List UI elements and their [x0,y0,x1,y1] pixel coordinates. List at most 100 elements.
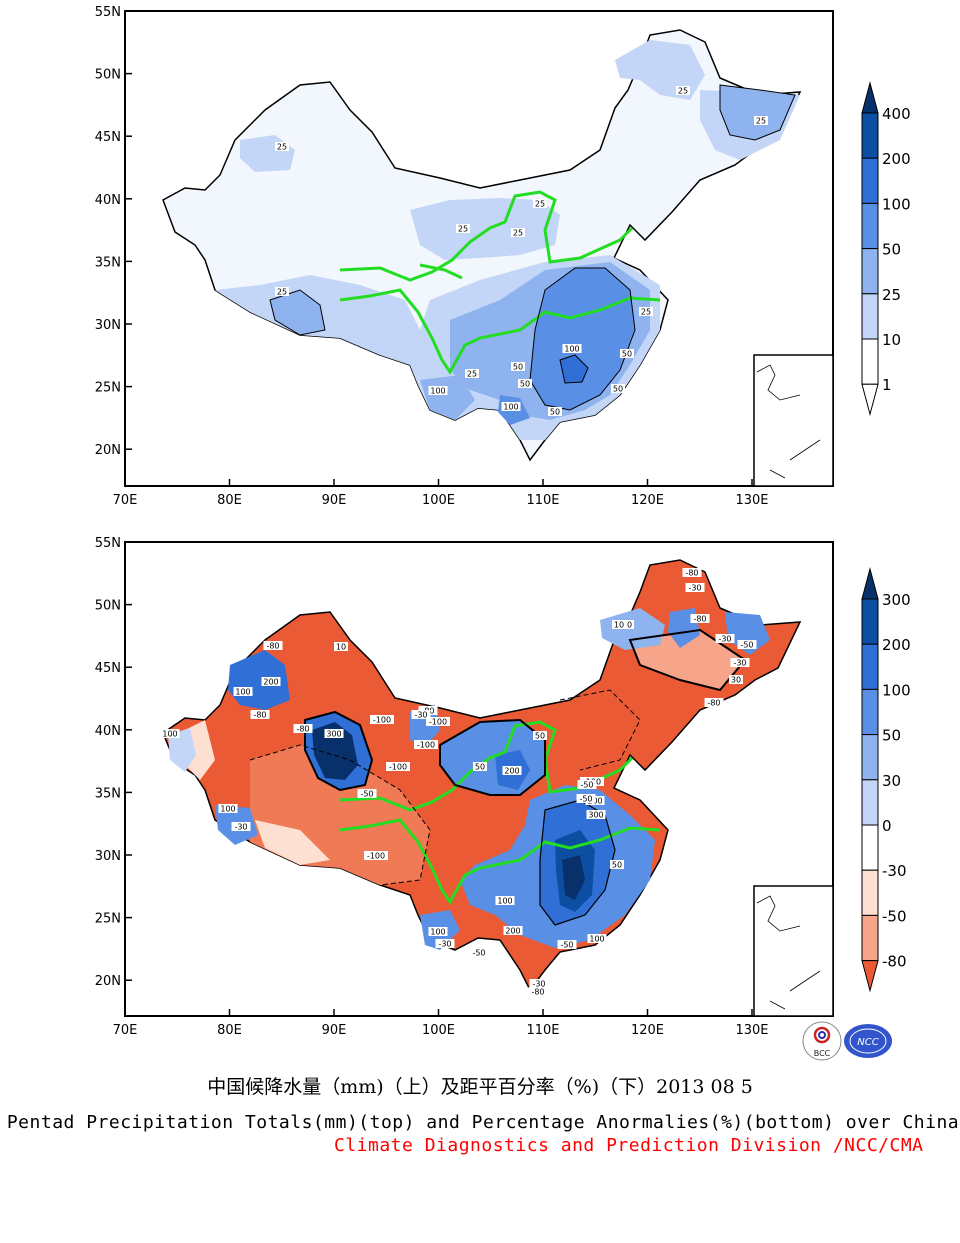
lat-tick-label: 50N [95,68,121,83]
lon-tick-label: 80E [217,493,242,508]
inset-coastline [756,895,821,1010]
contour-label-bg [639,307,653,316]
lon-tick-label: 70E [113,493,138,508]
contour-label-bg [730,658,750,667]
lon-tick-label: 130E [735,493,768,508]
contour-label: 100 [564,345,579,354]
contour-label: 10 [622,621,632,630]
legend-label: 50 [882,727,901,745]
contour-label: 25 [458,225,468,234]
contour-label-bg [233,687,253,696]
contour-label-bg [428,386,448,395]
legend-swatch [861,157,879,204]
lat-tick-label: 45N [95,661,121,676]
contour-label: 10 [614,621,624,630]
contour-label: 25 [535,200,545,209]
lat-tick-label: 20N [95,443,121,458]
contour-label: -50 [580,781,593,790]
contour-line [628,628,747,692]
contour-label: 25 [277,143,287,152]
contour-label-bg [465,369,479,378]
south-china-sea-inset [753,354,833,486]
contour-label: 300 [326,730,341,739]
legend-label: 400 [882,105,911,123]
contour-label: -30 [438,940,451,949]
contour-label-bg [386,762,410,771]
contour-label: -80 [531,988,544,997]
lon-tick-label: 100E [422,1023,455,1038]
legend-label: 1 [882,376,892,394]
legend-label: 50 [882,241,901,259]
lon-tick-label: 110E [526,1023,559,1038]
contour-label: 200 [263,678,278,687]
lat-tick-label: 25N [95,381,121,396]
bcc-logo-text: BCC [814,1049,831,1058]
precip-10-25 [615,40,705,100]
legend-label: 10 [882,331,901,349]
contour-label: 50 [513,363,523,372]
legend-top-arrow [861,567,879,600]
legend-label: -50 [882,907,907,925]
contour-label-bg [557,940,577,949]
anomaly-positive [725,612,770,655]
contour-line [249,744,431,886]
legend-bottom-arrow [861,960,879,993]
contour-label-bg [435,939,455,948]
contour-label-bg [620,620,634,629]
contour-label: 25 [641,308,651,317]
anomaly-positive [312,722,358,780]
contour-label: -100 [417,741,435,750]
legend-label: 30 [882,772,901,790]
lon-tick-label: 100E [422,493,455,508]
contour-label-bg [729,675,743,684]
bcc-logo: BCC [802,1021,842,1061]
contour-label: -80 [693,615,706,624]
contour-label: 50 [550,408,560,417]
contour-label-bg [704,698,724,707]
lon-tick-label: 80E [217,1023,242,1038]
anomaly-positive [168,728,196,772]
contour-label-bg [612,620,626,629]
contour-label-bg [275,142,289,151]
contour-label: 30 [731,676,741,685]
legend-swatch [861,338,879,385]
precip-25-50 [270,290,325,335]
contour-label: 200 [505,927,520,936]
contour-label: 100 [503,403,518,412]
contour-label-bg [511,228,525,237]
contour-label-bg [218,804,238,813]
contour-label: 25 [678,87,688,96]
contour-label: 50 [622,350,632,359]
legend-swatch [861,688,879,736]
contour-label: -80 [266,642,279,651]
contour-label-bg [502,766,522,775]
contour-label: -30 [234,823,247,832]
precipitation-legend: 400 200 100 50 25 10 1 [861,81,911,417]
contour-label-bg [737,640,757,649]
legend-label: -30 [882,862,907,880]
legend-swatch [861,869,879,916]
inset-coastline [756,364,821,479]
contour-label: -80 [685,569,698,578]
contour-label-bg [715,634,735,643]
contour-label: -30 [688,584,701,593]
english-title: Pentad Precipitation Totals(mm)(top) and… [6,1112,960,1133]
lon-tick-label: 70E [113,1023,138,1038]
contour-label: -30 [414,711,427,720]
contour-line [269,289,326,336]
contour-label: 25 [756,117,766,126]
tributary [419,263,463,280]
contour-line [439,718,546,796]
ncc-logo: NCC [844,1024,892,1058]
legend-swatch [861,202,879,250]
legend-label: 100 [882,681,911,699]
precipitation-totals-map: 25 25 25 25 25 25 25 25 25 50 50 50 50 50 100 100 100 [124,10,834,487]
contour-label-bg [676,86,690,95]
contour-label-bg [577,780,597,789]
contour-label: -50 [560,941,573,950]
yangtze-river [339,818,661,905]
contour-label-bg [529,979,549,988]
legend-label: 0 [882,817,892,835]
contour-label-bg [411,710,431,719]
